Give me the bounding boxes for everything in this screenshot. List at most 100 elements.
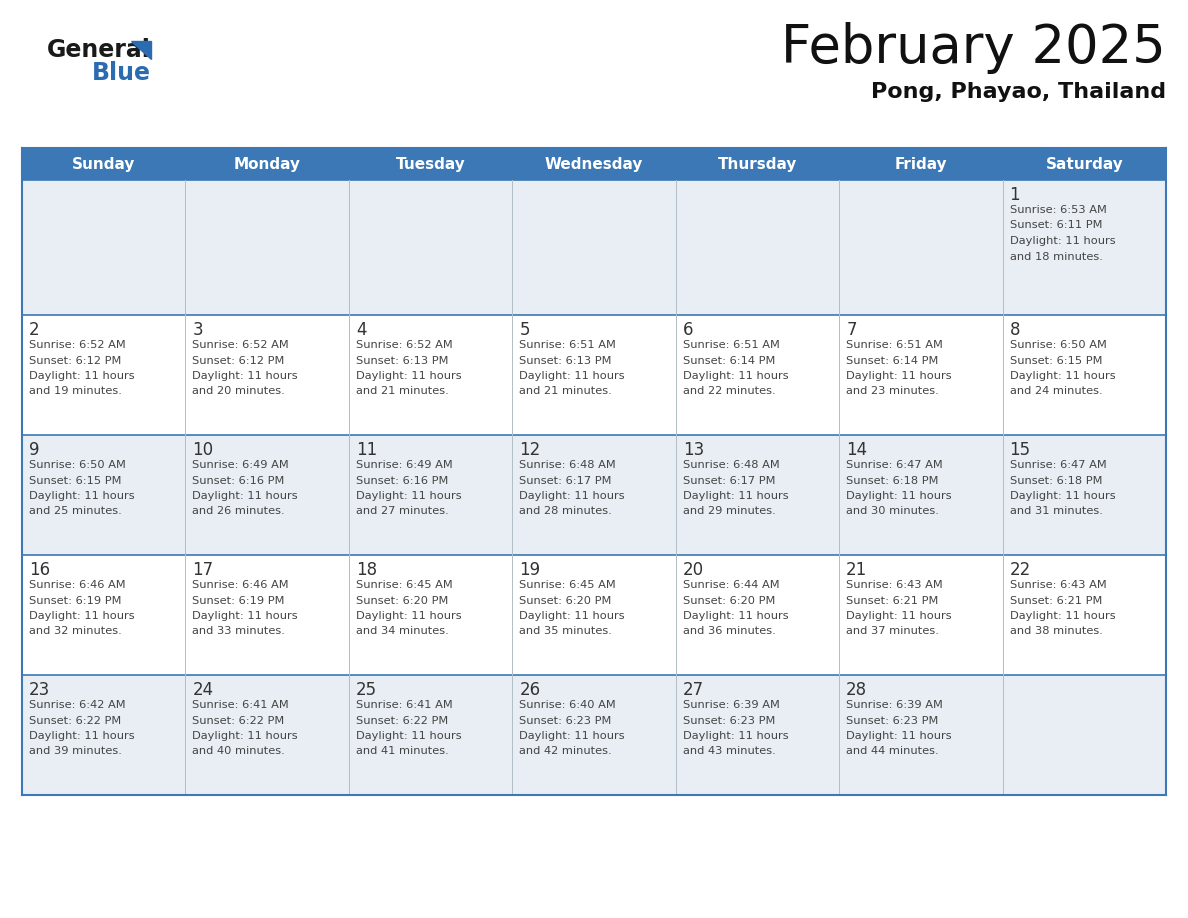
Text: and 21 minutes.: and 21 minutes. — [519, 386, 612, 397]
Text: and 19 minutes.: and 19 minutes. — [29, 386, 122, 397]
Text: Sunrise: 6:39 AM: Sunrise: 6:39 AM — [846, 700, 943, 710]
Text: Sunset: 6:15 PM: Sunset: 6:15 PM — [29, 476, 121, 486]
Text: and 28 minutes.: and 28 minutes. — [519, 507, 612, 517]
Text: 22: 22 — [1010, 561, 1031, 579]
Text: 20: 20 — [683, 561, 703, 579]
Text: 1: 1 — [1010, 186, 1020, 204]
Text: Daylight: 11 hours: Daylight: 11 hours — [519, 731, 625, 741]
Text: and 24 minutes.: and 24 minutes. — [1010, 386, 1102, 397]
Text: and 29 minutes.: and 29 minutes. — [683, 507, 776, 517]
Text: Sunset: 6:11 PM: Sunset: 6:11 PM — [1010, 220, 1102, 230]
Text: Daylight: 11 hours: Daylight: 11 hours — [192, 371, 298, 381]
Text: Daylight: 11 hours: Daylight: 11 hours — [683, 371, 789, 381]
Text: 17: 17 — [192, 561, 214, 579]
Text: and 43 minutes.: and 43 minutes. — [683, 746, 776, 756]
Text: February 2025: February 2025 — [782, 22, 1165, 74]
Text: Daylight: 11 hours: Daylight: 11 hours — [29, 491, 134, 501]
Text: and 33 minutes.: and 33 minutes. — [192, 626, 285, 636]
Text: 4: 4 — [356, 321, 366, 339]
Text: Sunset: 6:12 PM: Sunset: 6:12 PM — [192, 355, 285, 365]
Text: Pong, Phayao, Thailand: Pong, Phayao, Thailand — [871, 82, 1165, 102]
Text: Tuesday: Tuesday — [396, 156, 466, 172]
Text: Sunset: 6:12 PM: Sunset: 6:12 PM — [29, 355, 121, 365]
Text: and 35 minutes.: and 35 minutes. — [519, 626, 612, 636]
Text: General: General — [48, 38, 151, 62]
Text: Sunrise: 6:40 AM: Sunrise: 6:40 AM — [519, 700, 617, 710]
Text: and 40 minutes.: and 40 minutes. — [192, 746, 285, 756]
Text: Daylight: 11 hours: Daylight: 11 hours — [846, 611, 952, 621]
Text: 19: 19 — [519, 561, 541, 579]
Text: 15: 15 — [1010, 441, 1031, 459]
Text: Sunrise: 6:47 AM: Sunrise: 6:47 AM — [846, 460, 943, 470]
Text: Daylight: 11 hours: Daylight: 11 hours — [683, 611, 789, 621]
Text: Sunset: 6:20 PM: Sunset: 6:20 PM — [356, 596, 448, 606]
Text: Sunrise: 6:42 AM: Sunrise: 6:42 AM — [29, 700, 126, 710]
Text: Sunset: 6:23 PM: Sunset: 6:23 PM — [846, 715, 939, 725]
Bar — [23, 435, 1165, 555]
Text: and 37 minutes.: and 37 minutes. — [846, 626, 939, 636]
Text: Sunrise: 6:49 AM: Sunrise: 6:49 AM — [192, 460, 289, 470]
Text: and 39 minutes.: and 39 minutes. — [29, 746, 122, 756]
Text: and 20 minutes.: and 20 minutes. — [192, 386, 285, 397]
Text: Daylight: 11 hours: Daylight: 11 hours — [846, 491, 952, 501]
Text: Sunrise: 6:49 AM: Sunrise: 6:49 AM — [356, 460, 453, 470]
Text: Sunrise: 6:48 AM: Sunrise: 6:48 AM — [683, 460, 779, 470]
Text: 2: 2 — [29, 321, 39, 339]
Text: Sunset: 6:20 PM: Sunset: 6:20 PM — [683, 596, 775, 606]
Text: Sunset: 6:23 PM: Sunset: 6:23 PM — [683, 715, 775, 725]
Text: 10: 10 — [192, 441, 214, 459]
Text: Sunrise: 6:51 AM: Sunrise: 6:51 AM — [846, 340, 943, 350]
Text: 14: 14 — [846, 441, 867, 459]
Text: Daylight: 11 hours: Daylight: 11 hours — [192, 731, 298, 741]
Text: Sunrise: 6:44 AM: Sunrise: 6:44 AM — [683, 580, 779, 590]
Text: Sunset: 6:21 PM: Sunset: 6:21 PM — [846, 596, 939, 606]
Text: Daylight: 11 hours: Daylight: 11 hours — [683, 491, 789, 501]
Bar — [23, 555, 1165, 675]
Text: Daylight: 11 hours: Daylight: 11 hours — [192, 611, 298, 621]
Text: Sunrise: 6:52 AM: Sunrise: 6:52 AM — [192, 340, 289, 350]
Text: 26: 26 — [519, 681, 541, 699]
Text: 21: 21 — [846, 561, 867, 579]
Text: Sunrise: 6:46 AM: Sunrise: 6:46 AM — [192, 580, 289, 590]
Text: Daylight: 11 hours: Daylight: 11 hours — [1010, 491, 1116, 501]
Text: Sunset: 6:23 PM: Sunset: 6:23 PM — [519, 715, 612, 725]
Text: 23: 23 — [29, 681, 50, 699]
Text: and 41 minutes.: and 41 minutes. — [356, 746, 449, 756]
Text: Sunday: Sunday — [72, 156, 135, 172]
Bar — [23, 315, 1165, 435]
Text: Sunset: 6:17 PM: Sunset: 6:17 PM — [683, 476, 776, 486]
Text: Sunset: 6:16 PM: Sunset: 6:16 PM — [192, 476, 285, 486]
Text: 25: 25 — [356, 681, 377, 699]
Text: Sunrise: 6:43 AM: Sunrise: 6:43 AM — [1010, 580, 1106, 590]
Text: Daylight: 11 hours: Daylight: 11 hours — [1010, 236, 1116, 246]
Text: 9: 9 — [29, 441, 39, 459]
Text: and 25 minutes.: and 25 minutes. — [29, 507, 121, 517]
Text: Sunset: 6:15 PM: Sunset: 6:15 PM — [1010, 355, 1102, 365]
Text: Sunrise: 6:45 AM: Sunrise: 6:45 AM — [356, 580, 453, 590]
Text: 28: 28 — [846, 681, 867, 699]
Text: and 31 minutes.: and 31 minutes. — [1010, 507, 1102, 517]
Text: Sunrise: 6:51 AM: Sunrise: 6:51 AM — [683, 340, 779, 350]
Text: 8: 8 — [1010, 321, 1020, 339]
Text: Sunrise: 6:52 AM: Sunrise: 6:52 AM — [29, 340, 126, 350]
Text: Sunrise: 6:41 AM: Sunrise: 6:41 AM — [192, 700, 289, 710]
Text: and 32 minutes.: and 32 minutes. — [29, 626, 121, 636]
Text: Sunset: 6:16 PM: Sunset: 6:16 PM — [356, 476, 448, 486]
Text: Sunrise: 6:41 AM: Sunrise: 6:41 AM — [356, 700, 453, 710]
Text: Sunrise: 6:46 AM: Sunrise: 6:46 AM — [29, 580, 126, 590]
Text: Daylight: 11 hours: Daylight: 11 hours — [356, 611, 461, 621]
Text: Saturday: Saturday — [1045, 156, 1123, 172]
Text: Daylight: 11 hours: Daylight: 11 hours — [846, 731, 952, 741]
Text: Sunrise: 6:50 AM: Sunrise: 6:50 AM — [1010, 340, 1106, 350]
Text: Sunrise: 6:45 AM: Sunrise: 6:45 AM — [519, 580, 617, 590]
Text: 24: 24 — [192, 681, 214, 699]
Text: and 34 minutes.: and 34 minutes. — [356, 626, 449, 636]
Bar — [23, 180, 1165, 315]
Text: Thursday: Thursday — [718, 156, 797, 172]
Text: Sunrise: 6:51 AM: Sunrise: 6:51 AM — [519, 340, 617, 350]
Text: Daylight: 11 hours: Daylight: 11 hours — [29, 731, 134, 741]
Text: Sunrise: 6:43 AM: Sunrise: 6:43 AM — [846, 580, 943, 590]
Text: Sunrise: 6:47 AM: Sunrise: 6:47 AM — [1010, 460, 1106, 470]
Text: Wednesday: Wednesday — [545, 156, 643, 172]
Text: Daylight: 11 hours: Daylight: 11 hours — [1010, 371, 1116, 381]
